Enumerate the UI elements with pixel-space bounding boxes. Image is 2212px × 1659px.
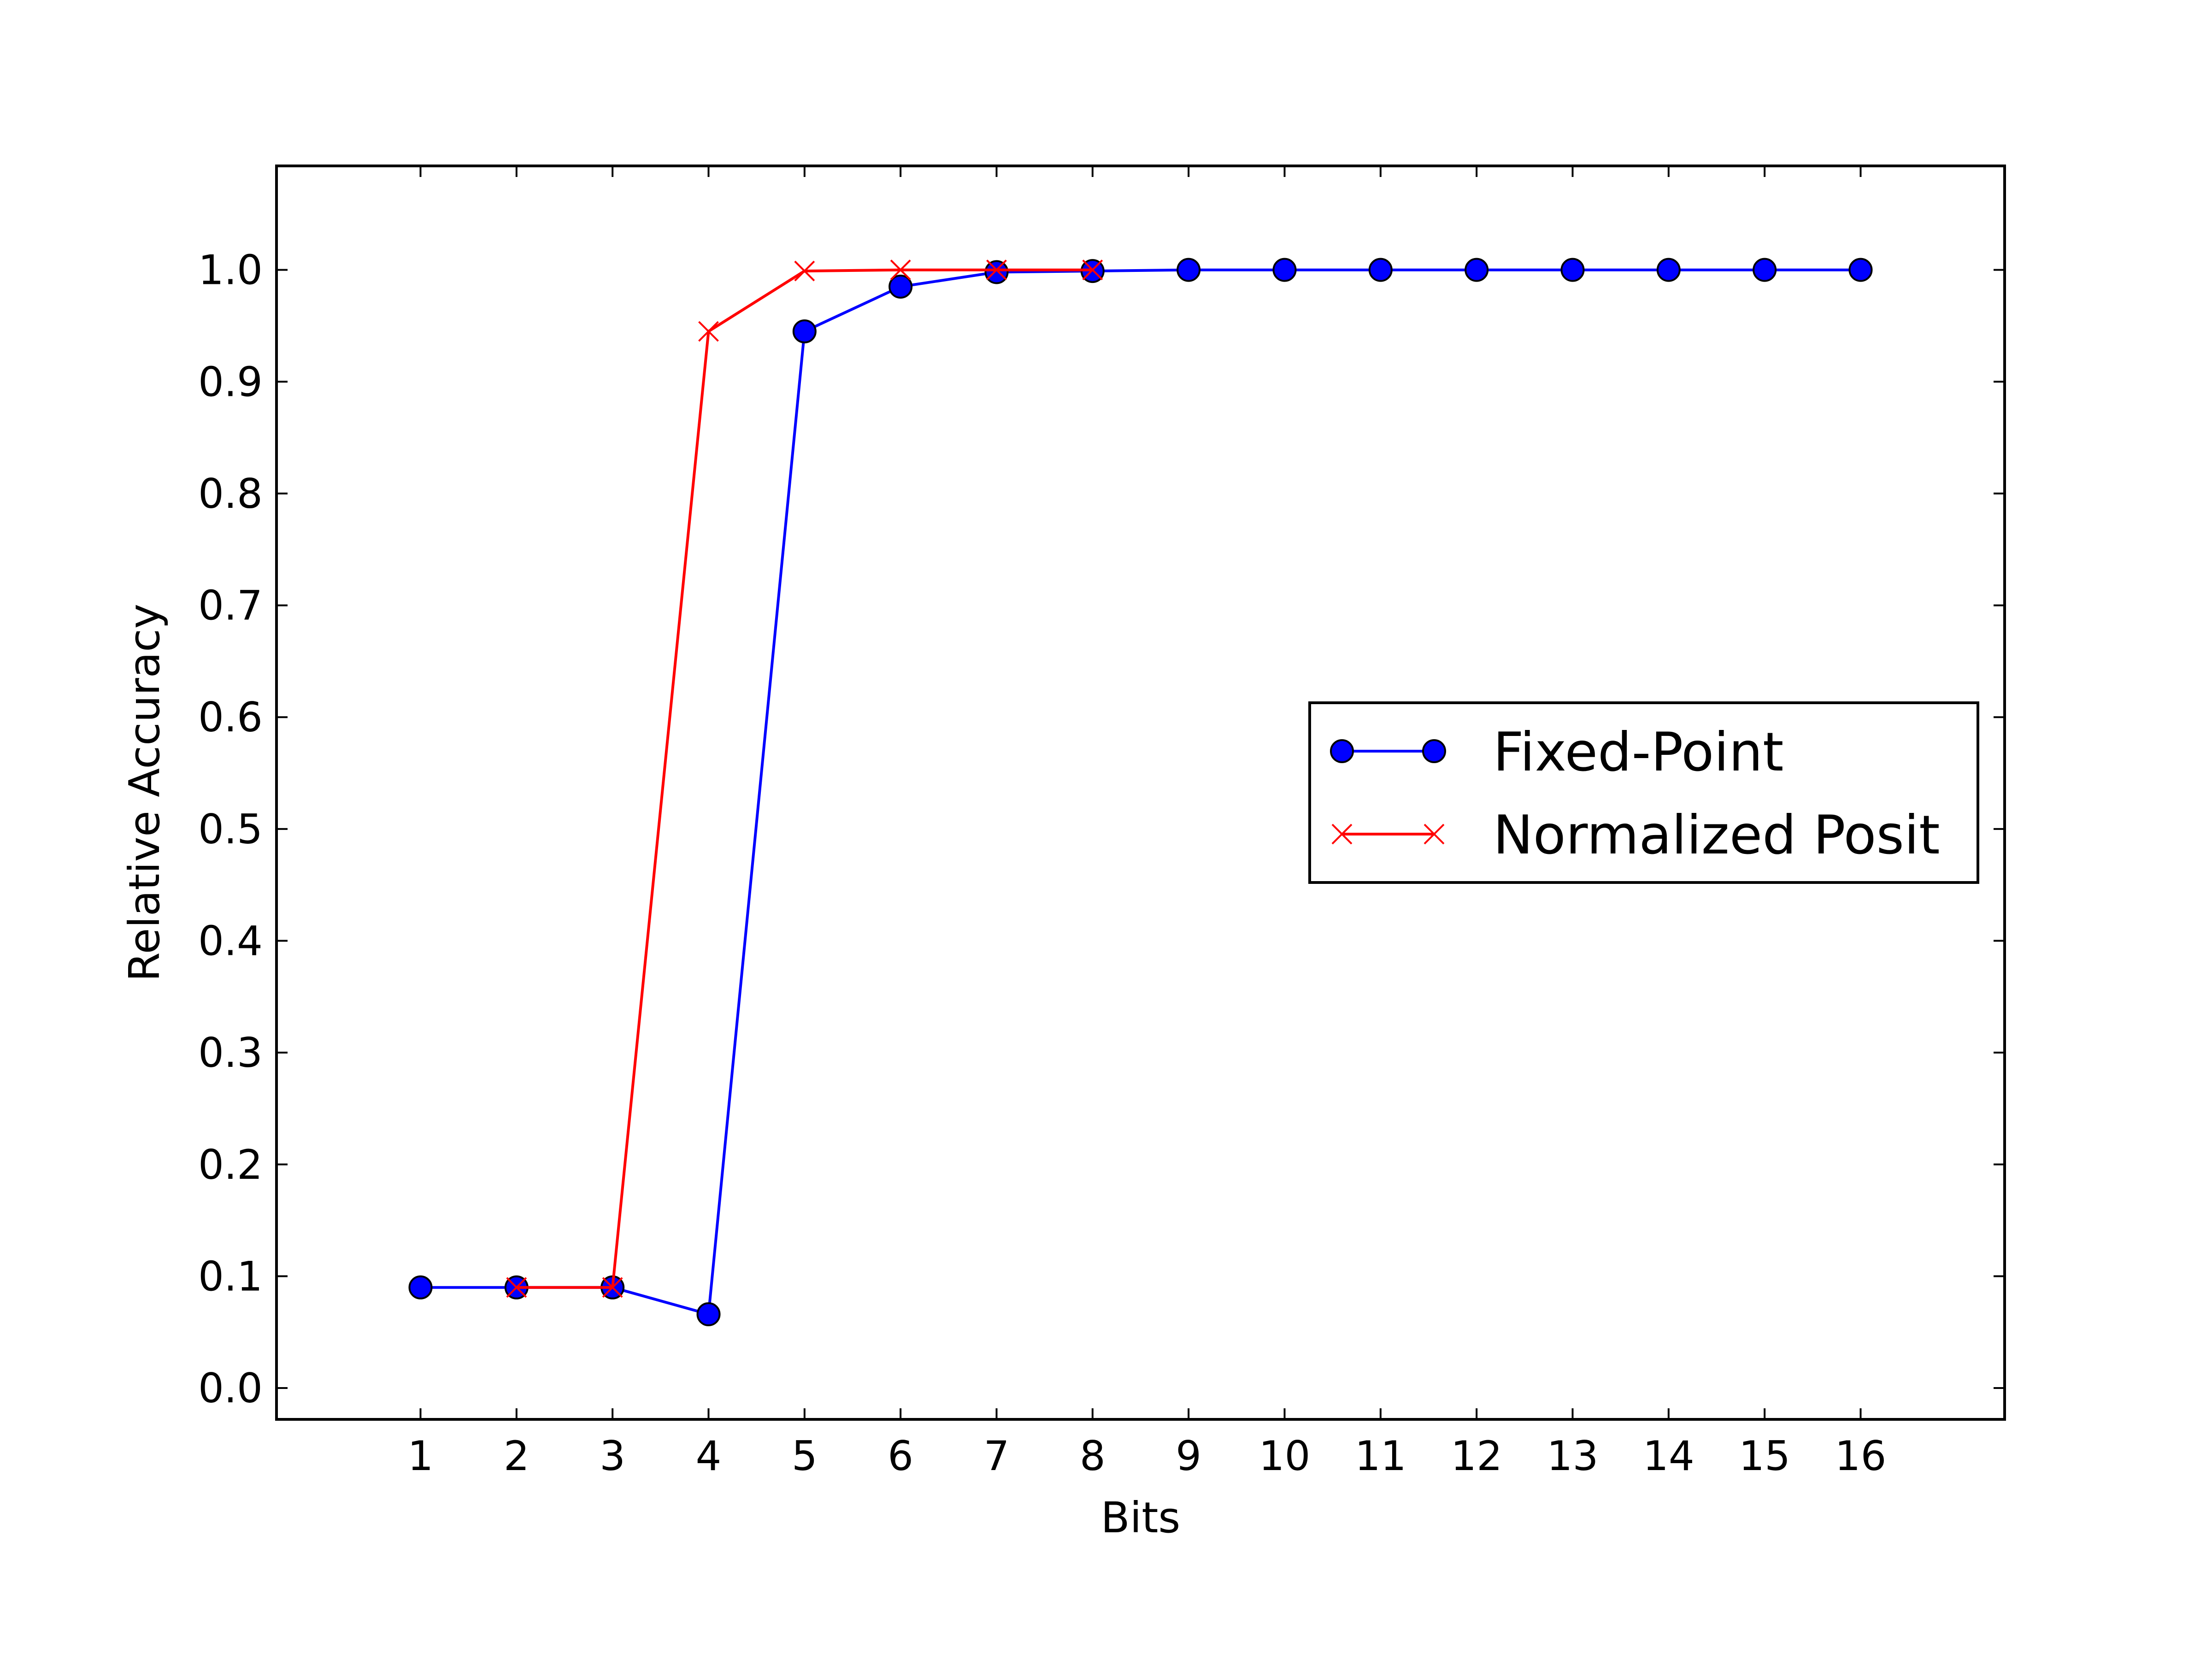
data-point-0-3 bbox=[696, 1302, 721, 1326]
data-point-0-6 bbox=[984, 260, 1009, 284]
data-point-0-12 bbox=[1560, 258, 1585, 282]
legend-label-1: Normalized Posit bbox=[1493, 804, 1940, 866]
legend-marker-start-0 bbox=[1330, 739, 1354, 763]
legend-label-0: Fixed-Point bbox=[1493, 721, 1783, 783]
y-tick-label: 0.7 bbox=[198, 582, 263, 629]
y-tick-label: 0.2 bbox=[198, 1141, 263, 1188]
y-axis-title: Relative Accuracy bbox=[120, 604, 169, 982]
data-point-0-11 bbox=[1465, 258, 1489, 282]
data-point-1-2-stroke-b bbox=[698, 321, 719, 342]
data-point-0-15 bbox=[1848, 258, 1873, 282]
data-point-1-1 bbox=[602, 1277, 623, 1298]
legend-marker-end-1 bbox=[1424, 824, 1445, 845]
legend-box bbox=[1308, 701, 1979, 884]
data-point-1-2 bbox=[698, 321, 719, 342]
x-axis-title: Bits bbox=[1101, 1493, 1181, 1542]
legend-marker-end-0 bbox=[1422, 739, 1446, 763]
data-point-0-10 bbox=[1368, 258, 1393, 282]
x-tick-label: 14 bbox=[1643, 1432, 1694, 1480]
data-point-1-0 bbox=[506, 1277, 527, 1298]
x-tick-label: 11 bbox=[1355, 1432, 1406, 1480]
data-point-1-6 bbox=[1082, 259, 1103, 281]
series-1 bbox=[506, 259, 1103, 1298]
legend-marker-start-1-stroke-b bbox=[1331, 824, 1353, 845]
y-tick-label: 0.0 bbox=[198, 1365, 263, 1412]
series-line-0 bbox=[420, 268, 1861, 1316]
data-point-1-4 bbox=[890, 259, 911, 281]
y-tick-label: 0.4 bbox=[198, 917, 263, 965]
y-tick-label: 0.5 bbox=[198, 806, 263, 853]
data-point-1-6-stroke-b bbox=[1082, 259, 1103, 281]
x-tick-label: 16 bbox=[1835, 1432, 1887, 1480]
legend-entry-1: Normalized Posit bbox=[1331, 804, 1940, 866]
x-tick-label: 15 bbox=[1739, 1432, 1790, 1480]
legend-marker-start-1 bbox=[1331, 824, 1353, 845]
y-tick-label: 0.6 bbox=[198, 694, 263, 741]
y-tick-label: 1.0 bbox=[198, 247, 263, 294]
data-point-0-0 bbox=[408, 1275, 433, 1300]
data-point-0-14 bbox=[1753, 258, 1777, 282]
tick-labels: 1 2 3 4 5 6 7 8 9 10 11 12 13 14 15 160.00.10.20.30.40.… bbox=[198, 247, 1886, 1480]
axes-frame bbox=[275, 165, 2006, 1421]
data-point-1-5-stroke-b bbox=[986, 259, 1007, 281]
x-tick-label: 10 bbox=[1259, 1432, 1311, 1480]
y-tick-label: 0.9 bbox=[198, 358, 263, 406]
data-point-0-4 bbox=[792, 319, 817, 344]
data-point-0-5 bbox=[888, 275, 913, 299]
data-point-0-8 bbox=[1177, 258, 1201, 282]
legend-entries: Fixed-Point Normalized Posit bbox=[1330, 721, 1940, 866]
data-point-0-9 bbox=[1272, 258, 1297, 282]
x-tick-label: 5 bbox=[792, 1432, 818, 1480]
data-point-1-0-stroke-b bbox=[506, 1277, 527, 1298]
x-tick-label: 3 bbox=[600, 1432, 625, 1480]
data-point-1-3-stroke-b bbox=[794, 260, 815, 282]
x-tick-label: 8 bbox=[1080, 1432, 1106, 1480]
x-tick-label: 12 bbox=[1451, 1432, 1502, 1480]
data-point-1-4-stroke-b bbox=[890, 259, 911, 281]
y-tick-label: 0.3 bbox=[198, 1029, 263, 1077]
x-tick-label: 9 bbox=[1176, 1432, 1201, 1480]
series-layer bbox=[408, 258, 1873, 1326]
data-point-0-13 bbox=[1656, 258, 1681, 282]
data-point-1-1-stroke-b bbox=[602, 1277, 623, 1298]
legend-entry-0: Fixed-Point bbox=[1330, 721, 1783, 783]
x-tick-label: 2 bbox=[504, 1432, 529, 1480]
legend-marker-end-1-stroke-b bbox=[1424, 824, 1445, 845]
data-point-1-3 bbox=[794, 260, 815, 282]
x-tick-label: 13 bbox=[1547, 1432, 1599, 1480]
ticks bbox=[276, 166, 2005, 1419]
x-tick-label: 7 bbox=[984, 1432, 1010, 1480]
x-tick-label: 1 bbox=[408, 1432, 434, 1480]
data-point-1-5 bbox=[986, 259, 1007, 281]
x-tick-label: 4 bbox=[696, 1432, 722, 1480]
x-tick-label: 6 bbox=[888, 1432, 913, 1480]
legend: Fixed-Point Normalized Posit bbox=[1308, 701, 1979, 884]
y-tick-label: 0.8 bbox=[198, 470, 263, 518]
y-tick-label: 0.1 bbox=[198, 1253, 263, 1300]
